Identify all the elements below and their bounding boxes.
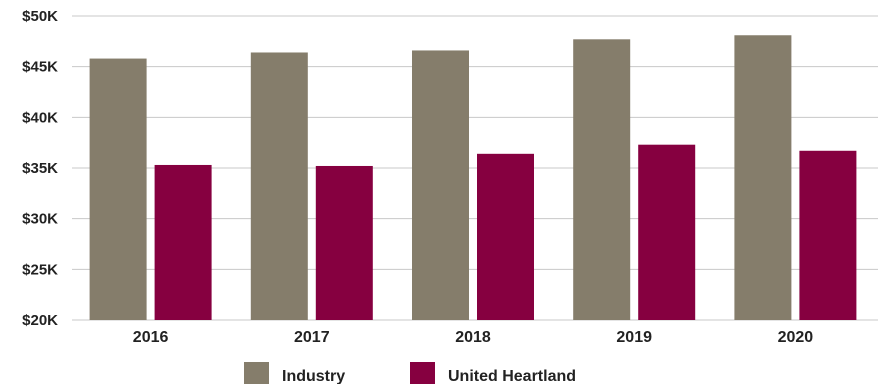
- bar-united-heartland-2016: [154, 164, 212, 320]
- bar-united-heartland-2020: [799, 150, 857, 320]
- bar-industry-2020: [734, 35, 792, 321]
- x-category-label: 2016: [133, 329, 169, 346]
- x-category-label: 2019: [616, 329, 652, 346]
- x-category-label: 2018: [455, 329, 491, 346]
- y-tick-label: $25K: [22, 261, 58, 278]
- y-tick-label: $40K: [22, 109, 58, 126]
- y-tick-label: $30K: [22, 211, 58, 228]
- bar-united-heartland-2017: [315, 165, 373, 320]
- x-category-label: 2017: [294, 329, 330, 346]
- bar-industry-2016: [89, 58, 147, 321]
- legend-label-industry: Industry: [282, 368, 345, 384]
- bar-united-heartland-2019: [638, 144, 696, 320]
- legend-label-united-heartland: United Heartland: [448, 368, 576, 384]
- y-tick-label: $45K: [22, 59, 58, 76]
- y-tick-label: $20K: [22, 312, 58, 329]
- x-axis-category-labels: 2016 2017 2018 2019 2020: [133, 329, 813, 346]
- legend: Industry United Heartland: [244, 362, 576, 385]
- bar-industry-2018: [412, 50, 469, 320]
- bar-industry-2019: [573, 39, 631, 320]
- bar-industry-2017: [250, 52, 308, 320]
- y-tick-label: $50K: [22, 8, 58, 25]
- legend-swatch-industry: [244, 362, 269, 384]
- y-axis-tick-labels: $20K $25K $30K $35K $40K $45K $50K: [22, 8, 58, 329]
- x-category-label: 2020: [778, 329, 814, 346]
- y-tick-label: $35K: [22, 160, 58, 177]
- bars: [89, 35, 857, 321]
- legend-swatch-united-heartland: [410, 362, 435, 384]
- bar-united-heartland-2018: [477, 153, 534, 320]
